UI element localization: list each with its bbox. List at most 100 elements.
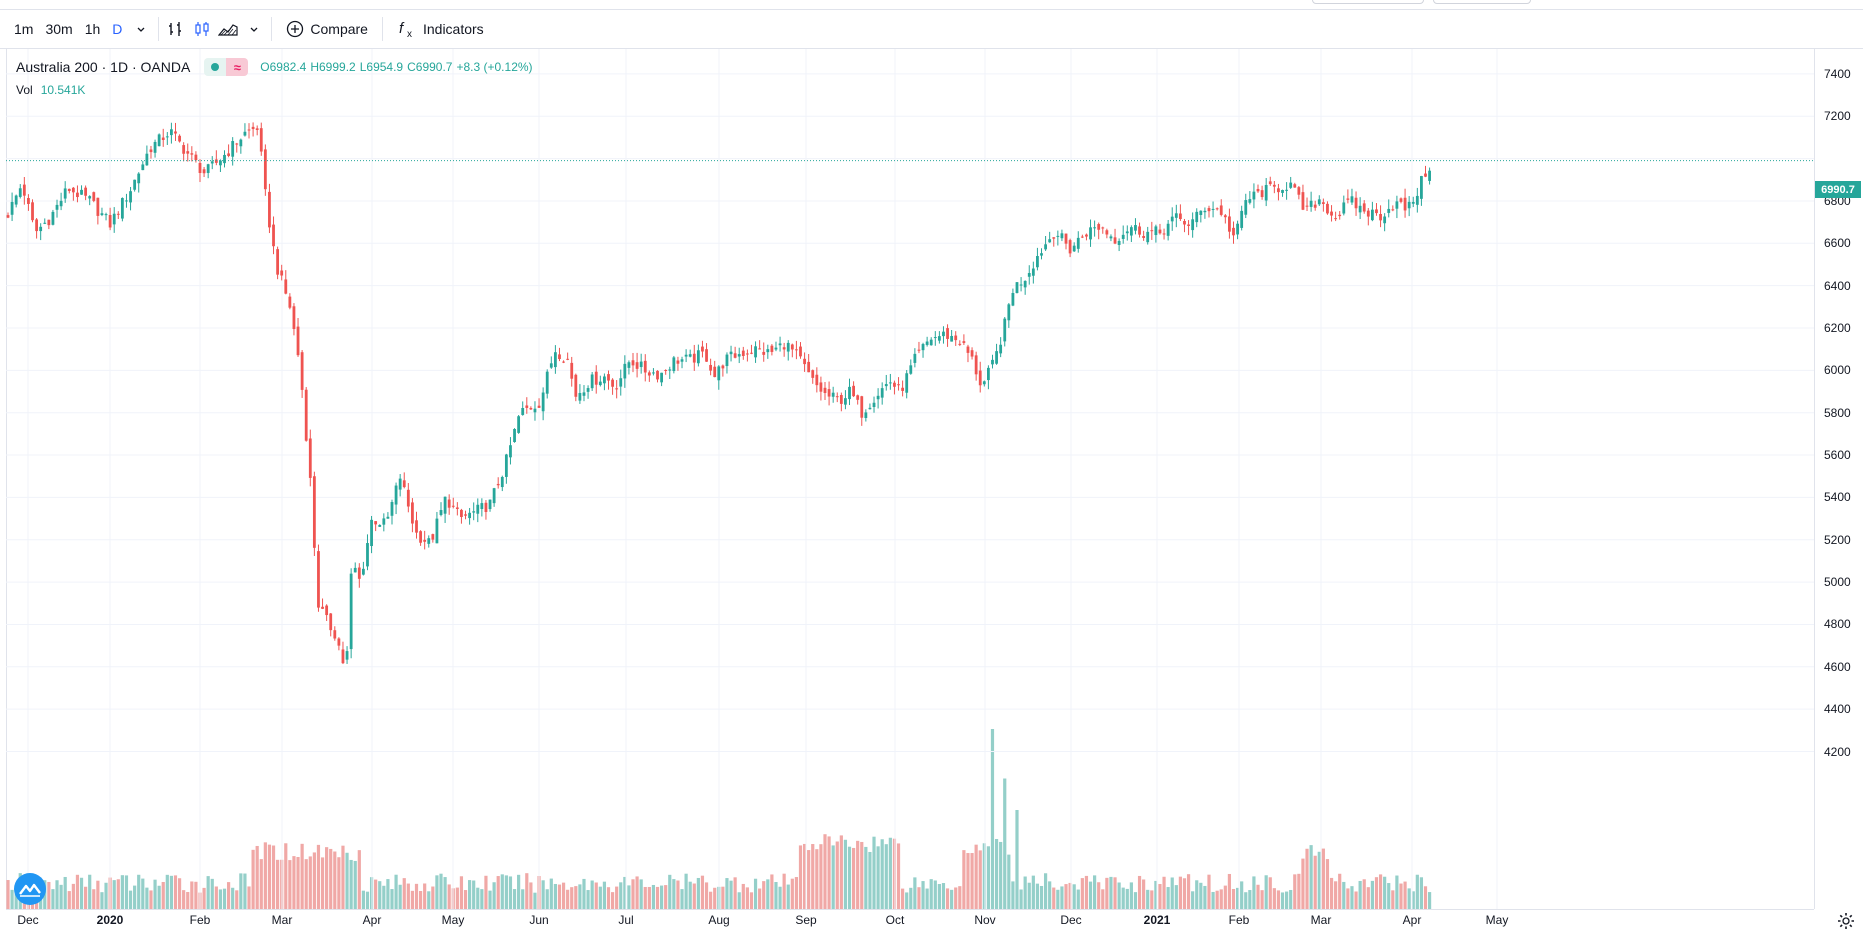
volume-bar: [1362, 879, 1366, 909]
volume-bar: [333, 851, 337, 909]
candle-body: [1407, 201, 1411, 209]
interval-30m[interactable]: 30m: [45, 21, 73, 37]
candle-body: [978, 370, 982, 386]
volume-bar: [986, 846, 990, 909]
volume-bar: [566, 889, 570, 909]
candle-body: [190, 153, 194, 155]
volume-bar: [884, 844, 888, 909]
candle-body: [598, 381, 602, 386]
volume-bar: [529, 882, 533, 909]
candle-body: [995, 351, 998, 364]
volume-bar: [472, 880, 476, 909]
volume-bar: [823, 834, 827, 909]
chart-type-dropdown-chevron-icon[interactable]: [241, 10, 267, 48]
top-tab-right[interactable]: [1433, 0, 1531, 4]
candle-body: [525, 405, 529, 408]
volume-bar: [357, 850, 361, 909]
volume-bar: [790, 878, 794, 909]
delayed-data-icon[interactable]: ≈: [226, 58, 249, 76]
volume-bar: [798, 845, 803, 909]
volume-bar: [1293, 874, 1297, 909]
candle-body: [394, 485, 398, 505]
volume-bar: [1019, 889, 1023, 909]
candle-body: [488, 499, 492, 510]
candle-body: [811, 370, 815, 378]
candle-body: [1101, 227, 1105, 229]
volume-bar: [496, 876, 500, 909]
volume-bar: [1125, 888, 1129, 909]
candle-body: [1125, 231, 1129, 234]
candle-body: [51, 211, 55, 225]
price-tick-label: 5800: [1824, 405, 1851, 420]
candle-body: [872, 402, 876, 408]
svg-text:x: x: [407, 29, 412, 39]
volume-bar: [402, 878, 406, 909]
candle-body: [921, 344, 925, 351]
candle-body: [774, 347, 778, 350]
volume-bar: [713, 887, 717, 909]
volume-bar: [1391, 890, 1395, 909]
candles-chart-type-icon[interactable]: [189, 10, 215, 48]
symbol-title[interactable]: Australia 200 · 1D · OANDA: [16, 59, 191, 75]
time-tick-label: Dec: [17, 913, 39, 927]
compare-button[interactable]: Compare: [276, 10, 378, 48]
candle-body: [750, 352, 753, 354]
volume-bar: [1366, 887, 1370, 909]
volume-bar: [1101, 889, 1105, 909]
candle-body: [71, 187, 75, 193]
interval-1m[interactable]: 1m: [14, 21, 34, 37]
volume-bar: [145, 887, 149, 909]
bar-chart-type-icon[interactable]: [163, 10, 189, 48]
volume-bar: [1174, 885, 1178, 909]
volume-bar: [1137, 875, 1142, 909]
candle-body: [451, 505, 455, 507]
candle-body: [721, 365, 725, 369]
candle-body: [88, 196, 92, 199]
candle-body: [1428, 170, 1431, 181]
volume-bar: [1109, 876, 1113, 909]
interval-dropdown-chevron-icon[interactable]: [128, 10, 154, 48]
volume-bar: [1387, 883, 1391, 909]
candle-body: [647, 372, 651, 376]
candle-body: [386, 516, 390, 519]
volume-bar: [880, 839, 884, 909]
top-tab-left[interactable]: [1312, 0, 1424, 4]
interval-d[interactable]: D: [112, 21, 123, 37]
volume-label[interactable]: Vol: [16, 83, 33, 97]
volume-bar: [917, 887, 921, 909]
volume-bar: [1342, 881, 1346, 909]
interval-1h[interactable]: 1h: [84, 21, 101, 37]
volume-bar: [447, 884, 451, 909]
volume-bar: [337, 857, 341, 909]
area-chart-type-icon[interactable]: [215, 10, 241, 48]
toolbar-divider: [158, 17, 160, 41]
volume-bar: [214, 886, 218, 909]
price-axis[interactable]: [1814, 49, 1863, 909]
candle-body: [803, 358, 806, 365]
volume-bar: [541, 880, 545, 909]
toolbar-divider: [271, 17, 273, 41]
volume-bar: [1076, 889, 1080, 909]
candle-body: [1007, 304, 1011, 321]
volume-bar: [623, 876, 627, 909]
tradingview-logo-icon[interactable]: [14, 873, 46, 905]
time-axis[interactable]: [6, 909, 1814, 932]
candle-body: [1346, 198, 1350, 200]
candle-body: [308, 438, 312, 478]
volume-bar: [1052, 887, 1056, 909]
open-value: O6982.4: [260, 60, 307, 74]
volume-bar: [67, 891, 71, 909]
chart-settings-gear-icon[interactable]: [1836, 911, 1856, 931]
candle-body: [1187, 224, 1190, 226]
candle-body: [129, 191, 132, 203]
volume-bar: [721, 886, 725, 909]
candle-body: [1036, 256, 1039, 268]
volume-bar: [120, 875, 124, 909]
price-chart[interactable]: [6, 49, 1814, 931]
candle-body: [1113, 237, 1117, 244]
candle-body: [839, 395, 843, 404]
candle-body: [14, 195, 18, 205]
candle-body: [1191, 219, 1195, 231]
volume-value: 10.541K: [40, 83, 86, 97]
